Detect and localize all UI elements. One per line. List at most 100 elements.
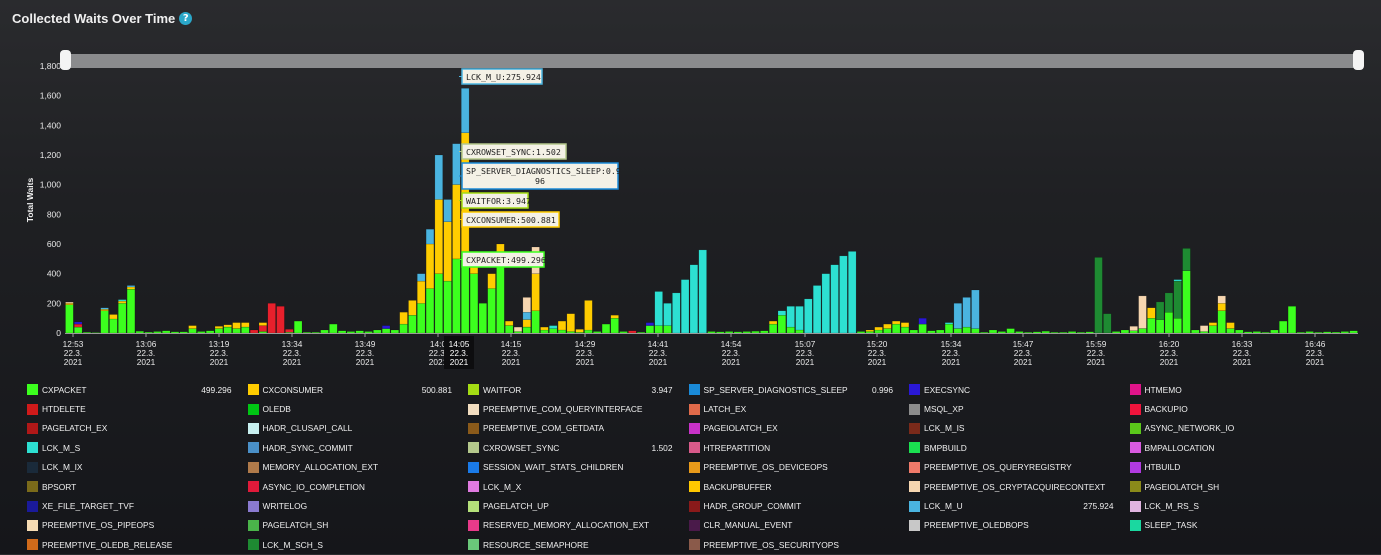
legend-item[interactable]: LATCH_EX bbox=[688, 399, 910, 418]
bar-segment[interactable] bbox=[118, 303, 127, 334]
bar-segment[interactable] bbox=[109, 318, 118, 334]
legend-item[interactable]: PAGEIOLATCH_EX bbox=[688, 419, 910, 438]
bar-segment[interactable] bbox=[742, 331, 751, 334]
bar-segment[interactable] bbox=[1147, 318, 1156, 334]
bar-segment[interactable] bbox=[971, 328, 980, 334]
bar-segment[interactable] bbox=[971, 289, 980, 329]
legend-item[interactable]: CXPACKET 499.296 bbox=[27, 380, 248, 399]
bar-segment[interactable] bbox=[65, 303, 74, 305]
bar-segment[interactable] bbox=[513, 331, 523, 334]
bar-segment[interactable] bbox=[1085, 331, 1094, 334]
bar-segment[interactable] bbox=[1147, 307, 1156, 319]
bar-segment[interactable] bbox=[399, 323, 408, 334]
bar-segment[interactable] bbox=[241, 322, 250, 328]
bar-segment[interactable] bbox=[1041, 331, 1050, 334]
bar-segment[interactable] bbox=[417, 273, 426, 282]
bar-segment[interactable] bbox=[1217, 310, 1226, 334]
bar-segment[interactable] bbox=[443, 280, 452, 334]
bar-segment[interactable] bbox=[109, 314, 118, 320]
bar-segment[interactable] bbox=[1270, 329, 1279, 334]
bar-segment[interactable] bbox=[944, 322, 954, 325]
legend-item[interactable]: PAGELATCH_EX bbox=[27, 419, 248, 438]
bar-segment[interactable] bbox=[698, 249, 707, 334]
bar-segment[interactable] bbox=[1191, 329, 1200, 334]
bar-segment[interactable] bbox=[1217, 295, 1226, 304]
legend-item[interactable]: BACKUPBUFFER bbox=[688, 477, 910, 496]
legend-item[interactable]: PREEMPTIVE_OS_SECURITYOPS bbox=[688, 535, 910, 554]
bar-segment[interactable] bbox=[135, 331, 144, 334]
legend-item[interactable]: PREEMPTIVE_OS_CRYPTACQUIRECONTEXT bbox=[909, 477, 1130, 496]
bar-segment[interactable] bbox=[188, 328, 197, 334]
legend-item[interactable]: RESOURCE_SEMAPHORE bbox=[468, 535, 689, 554]
bar-segment[interactable] bbox=[795, 329, 804, 334]
bar-segment[interactable] bbox=[408, 315, 417, 334]
bar-segment[interactable] bbox=[452, 258, 461, 334]
range-slider-left-handle[interactable] bbox=[60, 50, 71, 70]
bar-segment[interactable] bbox=[1173, 280, 1182, 319]
bar-segment[interactable] bbox=[1226, 328, 1235, 334]
bar-segment[interactable] bbox=[707, 331, 716, 334]
bar-segment[interactable] bbox=[522, 297, 531, 313]
legend-item[interactable]: PAGELATCH_UP bbox=[468, 496, 689, 515]
bar-segment[interactable] bbox=[953, 303, 962, 329]
bar-segment[interactable] bbox=[258, 325, 268, 332]
legend-item[interactable]: LCK_M_S bbox=[27, 438, 248, 457]
bar-segment[interactable] bbox=[988, 329, 998, 334]
legend-item[interactable]: CLR_MANUAL_EVENT bbox=[688, 516, 910, 535]
bar-segment[interactable] bbox=[74, 326, 83, 334]
bar-segment[interactable] bbox=[1208, 322, 1218, 326]
bar-segment[interactable] bbox=[126, 286, 136, 290]
bar-segment[interactable] bbox=[610, 315, 619, 319]
bar-segment[interactable] bbox=[769, 320, 778, 325]
bar-segment[interactable] bbox=[953, 328, 962, 334]
bar-segment[interactable] bbox=[557, 329, 567, 334]
bar-segment[interactable] bbox=[549, 325, 558, 329]
bar-segment[interactable] bbox=[1331, 331, 1341, 334]
bar-segment[interactable] bbox=[1199, 325, 1209, 332]
bar-segment[interactable] bbox=[645, 322, 655, 326]
bar-segment[interactable] bbox=[82, 332, 92, 334]
bar-segment[interactable] bbox=[865, 331, 874, 334]
bar-segment[interactable] bbox=[610, 318, 619, 334]
bar-segment[interactable] bbox=[373, 329, 382, 334]
bar-segment[interactable] bbox=[1067, 331, 1077, 334]
bar-segment[interactable] bbox=[1164, 312, 1174, 334]
bar-segment[interactable] bbox=[549, 328, 558, 334]
bar-segment[interactable] bbox=[1155, 301, 1165, 320]
bar-segment[interactable] bbox=[100, 310, 109, 334]
bar-segment[interactable] bbox=[1015, 331, 1024, 334]
bar-segment[interactable] bbox=[760, 330, 769, 334]
legend-item[interactable]: XE_FILE_TARGET_TVF bbox=[27, 496, 248, 515]
bar-segment[interactable] bbox=[663, 303, 672, 326]
bar-segment[interactable] bbox=[672, 292, 681, 334]
bar-segment[interactable] bbox=[179, 331, 188, 334]
bar-segment[interactable] bbox=[496, 258, 505, 334]
bar-segment[interactable] bbox=[249, 329, 259, 334]
bar-segment[interactable] bbox=[232, 328, 241, 334]
bar-segment[interactable] bbox=[320, 329, 329, 334]
bar-segment[interactable] bbox=[689, 264, 699, 334]
legend-item[interactable]: WAITFOR 3.947 bbox=[468, 380, 689, 399]
legend-item[interactable]: BPSORT bbox=[27, 477, 248, 496]
legend-item[interactable]: PREEMPTIVE_OS_DEVICEOPS bbox=[688, 458, 910, 477]
legend-item[interactable]: SLEEP_TASK bbox=[1129, 516, 1351, 535]
bar-segment[interactable] bbox=[1006, 328, 1015, 334]
bar-segment[interactable] bbox=[311, 332, 320, 334]
bar-segment[interactable] bbox=[1103, 313, 1112, 334]
bar-segment[interactable] bbox=[214, 328, 224, 334]
bar-segment[interactable] bbox=[434, 273, 443, 334]
bar-segment[interactable] bbox=[786, 306, 795, 328]
bar-segment[interactable] bbox=[997, 331, 1006, 334]
bar-segment[interactable] bbox=[1138, 295, 1147, 329]
legend-item[interactable]: SP_SERVER_DIAGNOSTICS_SLEEP 0.996 bbox=[688, 380, 910, 399]
bar-segment[interactable] bbox=[883, 323, 892, 329]
bar-segment[interactable] bbox=[909, 329, 918, 334]
legend-item[interactable]: PREEMPTIVE_OLEDB_RELEASE bbox=[27, 535, 248, 554]
legend-item[interactable]: MEMORY_ALLOCATION_EXT bbox=[247, 458, 469, 477]
bar-segment[interactable] bbox=[1050, 332, 1059, 334]
legend-item[interactable]: LCK_M_IS bbox=[909, 419, 1130, 438]
bar-segment[interactable] bbox=[65, 304, 74, 334]
bar-segment[interactable] bbox=[522, 312, 531, 320]
bar-segment[interactable] bbox=[716, 331, 725, 334]
bar-segment[interactable] bbox=[962, 326, 971, 334]
